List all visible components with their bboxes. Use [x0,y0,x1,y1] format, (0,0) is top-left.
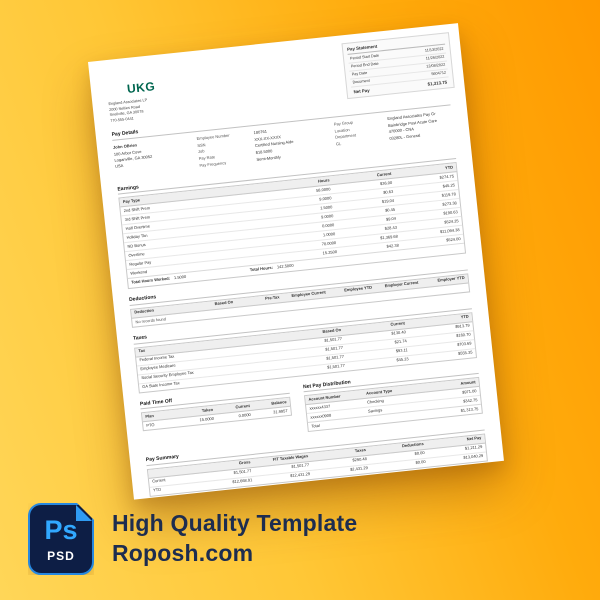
branding-text: High Quality Template Roposh.com [112,509,357,569]
npd-total-label: Total [311,422,320,429]
net-pay-value: $1,313.75 [427,79,448,87]
total-hours-value: 142.5000 [276,262,294,270]
net-pay-distribution-section: Net Pay Distribution Account Number Accou… [302,365,483,433]
psd-icon-label: PSD [47,549,75,563]
folded-corner-icon [76,505,92,521]
employee-block: John OBrien 100 Arbor Cove Loganville, G… [113,137,188,178]
site-name: Roposh.com [112,540,254,566]
pto-section: Paid Time Off Plan Taken Current Balance PT… [139,385,293,432]
photoshop-file-icon: Ps PSD [28,503,94,575]
assignment-fields: Pay Group England Associates Pay Gr Locati… [332,109,455,155]
branding-bar: Ps PSD High Quality Template Roposh.com [28,503,357,575]
tagline: High Quality Template [112,510,358,537]
total-hours-worked-label: Total Hours Worked: [131,275,171,285]
total-hours-worked-value: 1.5000 [173,274,187,281]
net-pay-label: Net Pay [353,87,370,95]
npd-total-value: $1,313.75 [460,405,479,413]
ps-icon-label: Ps [44,515,78,545]
total-hours-label: Total Hours: [249,265,274,273]
statement-summary-box: Pay Statement Period Start Date 11/13/202… [341,32,455,100]
pay-statement-document: Pay Statement Period Start Date 11/13/202… [88,23,504,500]
